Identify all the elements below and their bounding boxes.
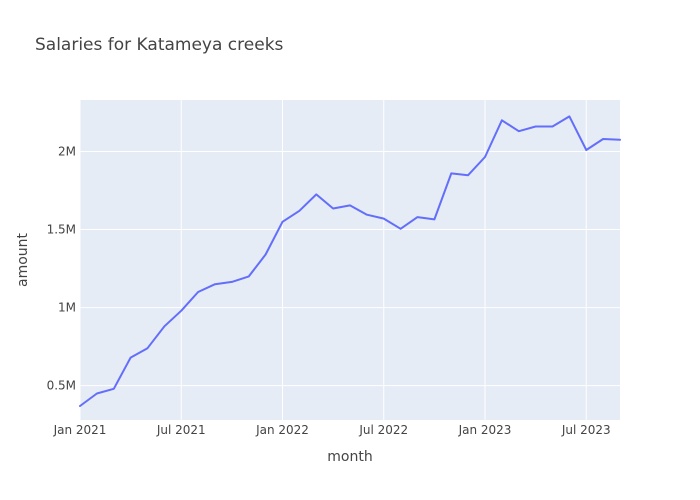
plot-area — [80, 100, 620, 420]
y-gridlines — [80, 151, 620, 387]
x-tick-label: Jul 2021 — [156, 423, 206, 437]
x-tick-label: Jul 2022 — [358, 423, 408, 437]
y-tick-label: 2M — [58, 145, 76, 159]
x-tick-label: Jan 2021 — [53, 423, 107, 437]
y-tick-label: 0.5M — [47, 379, 76, 393]
x-tick-label: Jan 2022 — [255, 423, 309, 437]
x-axis-title: month — [327, 449, 372, 465]
y-tick-label: 1.5M — [47, 223, 76, 237]
x-gridlines — [79, 100, 587, 420]
x-tick-label: Jan 2023 — [458, 423, 512, 437]
y-tick-label: 1M — [58, 301, 76, 315]
series-line — [79, 115, 621, 407]
chart-title: Salaries for Katameya creeks — [35, 35, 284, 55]
y-axis-title: amount — [15, 232, 31, 287]
x-axis-ticks: Jan 2021 Jul 2021 Jan 2022 Jul 2022 Jan 2023… — [53, 423, 611, 437]
y-axis-ticks: 0.5M 1M 1.5M 2M — [47, 145, 76, 393]
x-tick-label: Jul 2023 — [561, 423, 611, 437]
